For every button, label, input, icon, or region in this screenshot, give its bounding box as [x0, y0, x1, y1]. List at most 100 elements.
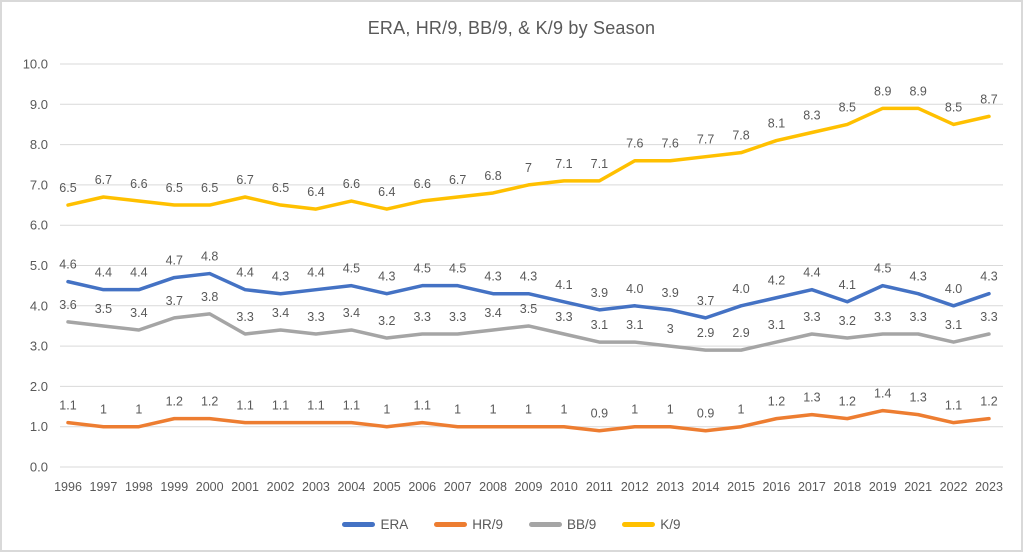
data-label-hr9: 1.2	[166, 395, 183, 409]
data-label-bb9: 3.2	[839, 314, 856, 328]
data-label-hr9: 1	[525, 403, 532, 417]
x-tick-label: 2008	[479, 480, 507, 494]
x-tick-label: 2000	[196, 480, 224, 494]
x-tick-label: 2021	[904, 480, 932, 494]
data-label-hr9: 1.1	[272, 399, 289, 413]
data-label-hr9: 1.1	[307, 399, 324, 413]
x-tick-label: 2011	[586, 480, 613, 494]
x-tick-label: 2014	[692, 480, 720, 494]
x-tick-label: 2015	[727, 480, 755, 494]
data-label-era: 4.8	[201, 250, 218, 264]
data-label-k9: 6.7	[236, 173, 253, 187]
data-label-hr9: 1	[383, 403, 390, 417]
data-label-k9: 8.7	[980, 92, 997, 106]
data-label-hr9: 1	[738, 403, 745, 417]
data-label-k9: 8.5	[839, 100, 856, 114]
data-label-era: 4.4	[307, 266, 324, 280]
data-label-era: 3.7	[697, 294, 714, 308]
data-label-era: 4.6	[59, 258, 76, 272]
data-label-era: 4.3	[378, 270, 395, 284]
data-label-k9: 6.7	[95, 173, 112, 187]
x-tick-label: 2005	[373, 480, 401, 494]
data-label-k9: 6.6	[343, 177, 360, 191]
data-label-bb9: 3.6	[59, 298, 76, 312]
data-label-bb9: 3.3	[874, 310, 891, 324]
data-label-k9: 7.8	[732, 129, 749, 143]
data-label-hr9: 1.2	[201, 395, 218, 409]
y-tick-label: 2.0	[30, 379, 48, 394]
data-label-k9: 7.7	[697, 133, 714, 147]
data-label-hr9: 1.3	[909, 391, 926, 405]
data-label-k9: 6.7	[449, 173, 466, 187]
data-label-era: 4.5	[414, 262, 431, 276]
series-line-k9	[66, 106, 991, 211]
x-tick-label: 2006	[408, 480, 436, 494]
data-label-era: 4.3	[272, 270, 289, 284]
data-label-bb9: 3.5	[95, 302, 112, 316]
data-label-bb9: 3.1	[591, 318, 608, 332]
data-label-k9: 6.5	[201, 181, 218, 195]
data-label-era: 4.4	[130, 266, 147, 280]
y-tick-label: 6.0	[30, 218, 48, 233]
data-label-bb9: 3.3	[414, 310, 431, 324]
data-label-hr9: 1	[100, 403, 107, 417]
data-label-era: 4.4	[236, 266, 253, 280]
data-label-k9: 6.6	[414, 177, 431, 191]
data-label-bb9: 3.1	[768, 318, 785, 332]
data-label-era: 3.9	[591, 286, 608, 300]
x-tick-label: 2023	[975, 480, 1003, 494]
data-label-bb9: 3.8	[201, 290, 218, 304]
x-tick-label: 2007	[444, 480, 472, 494]
data-label-hr9: 1.3	[803, 391, 820, 405]
x-tick-label: 1999	[160, 480, 188, 494]
y-tick-label: 5.0	[30, 258, 48, 273]
data-label-k9: 6.4	[378, 185, 395, 199]
x-tick-label: 1996	[54, 480, 82, 494]
x-tick-label: 1998	[125, 480, 153, 494]
x-tick-label: 2009	[515, 480, 543, 494]
x-tick-label: 2018	[833, 480, 861, 494]
legend-swatch-icon	[342, 522, 376, 527]
data-label-era: 4.4	[95, 266, 112, 280]
x-tick-label: 2013	[656, 480, 684, 494]
data-label-k9: 6.8	[484, 169, 501, 183]
data-label-hr9: 1.2	[839, 395, 856, 409]
data-label-era: 4.0	[732, 282, 749, 296]
data-label-k9: 8.1	[768, 117, 785, 131]
data-label-hr9: 1.2	[768, 395, 785, 409]
data-label-k9: 8.5	[945, 100, 962, 114]
data-label-k9: 8.9	[874, 84, 891, 98]
data-label-k9: 7.1	[555, 157, 572, 171]
data-label-era: 4.3	[909, 270, 926, 284]
data-label-bb9: 3.3	[307, 310, 324, 324]
data-label-hr9: 1	[454, 403, 461, 417]
x-tick-label: 2004	[337, 480, 365, 494]
data-label-hr9: 1.4	[874, 387, 891, 401]
data-label-bb9: 3.4	[272, 306, 289, 320]
data-label-k9: 6.6	[130, 177, 147, 191]
legend-label: ERA	[380, 517, 409, 532]
data-label-bb9: 3.3	[236, 310, 253, 324]
data-label-era: 4.1	[839, 278, 856, 292]
data-label-bb9: 3.3	[803, 310, 820, 324]
legend-item-hr9: HR/9	[434, 517, 503, 532]
data-label-hr9: 1.1	[414, 399, 431, 413]
x-tick-label: 2012	[621, 480, 649, 494]
data-label-bb9: 3.3	[980, 310, 997, 324]
y-tick-label: 10.0	[23, 57, 48, 72]
y-tick-label: 1.0	[30, 419, 48, 434]
legend-label: BB/9	[566, 517, 597, 532]
data-label-bb9: 3.4	[343, 306, 360, 320]
data-label-era: 4.0	[626, 282, 643, 296]
data-label-k9: 6.5	[166, 181, 183, 195]
data-label-hr9: 1.2	[980, 395, 997, 409]
x-tick-label: 2016	[763, 480, 791, 494]
data-label-k9: 7.1	[591, 157, 608, 171]
series-line-hr9	[66, 408, 991, 433]
data-label-bb9: 3.2	[378, 314, 395, 328]
data-label-era: 3.9	[661, 286, 678, 300]
data-label-hr9: 1.1	[236, 399, 253, 413]
data-label-bb9: 3.3	[909, 310, 926, 324]
y-tick-label: 0.0	[30, 460, 48, 475]
